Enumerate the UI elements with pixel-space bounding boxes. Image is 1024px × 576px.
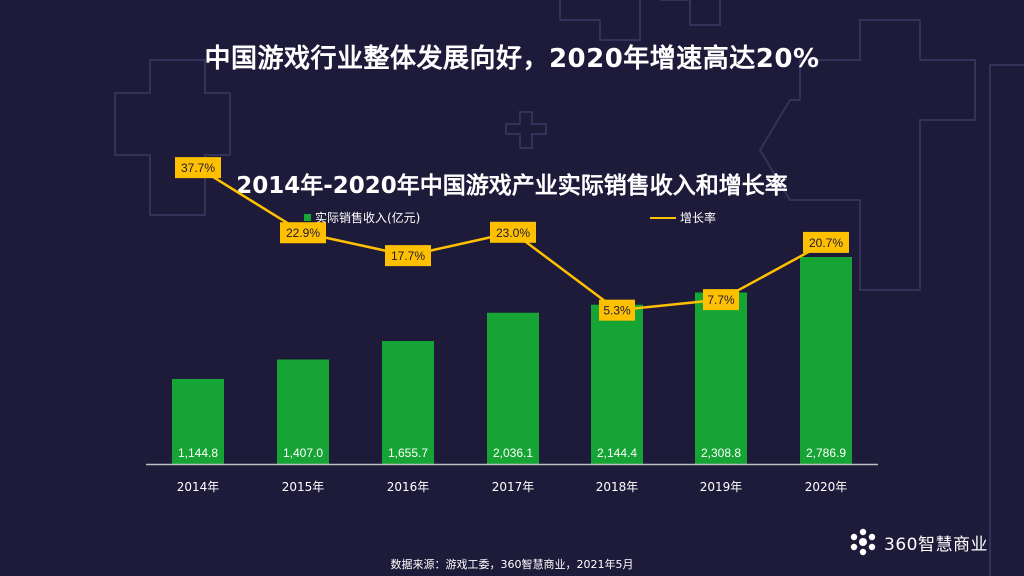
legend-revenue-label: 实际销售收入(亿元) [315, 211, 421, 225]
bar-revenue-4 [591, 304, 643, 464]
bar-value-label-3: 2,036.1 [493, 446, 533, 460]
legend-bar-swatch [304, 214, 311, 221]
bar-value-label-4: 2,144.4 [597, 446, 637, 460]
bar-value-label-6: 2,786.9 [806, 446, 846, 460]
growth-label-0: 37.7% [181, 161, 215, 175]
legend-line-swatch [650, 216, 676, 219]
growth-label-box-6 [803, 231, 849, 253]
growth-label-box-3 [490, 221, 536, 243]
x-tick-label-0: 2014年 [177, 480, 220, 494]
x-tick-label-1: 2015年 [282, 480, 325, 494]
data-source-note: 数据来源：游戏工委，360智慧商业，2021年5月 [390, 558, 634, 571]
growth-label-box-2 [385, 245, 431, 267]
growth-label-3: 23.0% [496, 226, 530, 240]
bar-value-label-0: 1,144.8 [178, 446, 218, 460]
legend-revenue: 实际销售收入(亿元) [304, 209, 420, 226]
x-tick-label-6: 2020年 [805, 480, 848, 494]
bar-revenue-2 [382, 341, 434, 464]
legend-growth-label: 增长率 [680, 211, 717, 225]
x-tick-label-3: 2017年 [492, 480, 535, 494]
legend-growth: 增长率 [650, 209, 716, 226]
x-tick-label-5: 2019年 [700, 480, 743, 494]
bar-revenue-3 [487, 312, 539, 464]
bar-revenue-6 [800, 257, 852, 464]
brand-logo: 360智慧商业 [848, 527, 988, 557]
bar-revenue-0 [172, 378, 224, 464]
growth-label-6: 20.7% [809, 236, 843, 250]
growth-label-box-4 [599, 299, 635, 321]
x-tick-label-2: 2016年 [387, 480, 430, 494]
bar-revenue-5 [695, 292, 747, 464]
growth-label-box-0 [175, 157, 221, 179]
growth-label-5: 7.7% [707, 293, 735, 307]
growth-label-4: 5.3% [603, 304, 631, 318]
logo-icon [850, 528, 876, 556]
bar-revenue-1 [277, 359, 329, 464]
bar-value-label-5: 2,308.8 [701, 446, 741, 460]
chart-title: 2014年-2020年中国游戏产业实际销售收入和增长率 [236, 173, 788, 199]
logo-text: 360智慧商业 [884, 534, 988, 555]
growth-label-box-1 [280, 222, 326, 244]
growth-label-1: 22.9% [286, 226, 320, 240]
growth-label-box-5 [703, 289, 739, 311]
page-title: 中国游戏行业整体发展向好，2020年增速高达20% [204, 44, 820, 74]
x-tick-label-4: 2018年 [596, 480, 639, 494]
bar-value-label-1: 1,407.0 [283, 446, 323, 460]
bar-value-label-2: 1,655.7 [388, 446, 428, 460]
growth-label-2: 17.7% [391, 249, 425, 263]
